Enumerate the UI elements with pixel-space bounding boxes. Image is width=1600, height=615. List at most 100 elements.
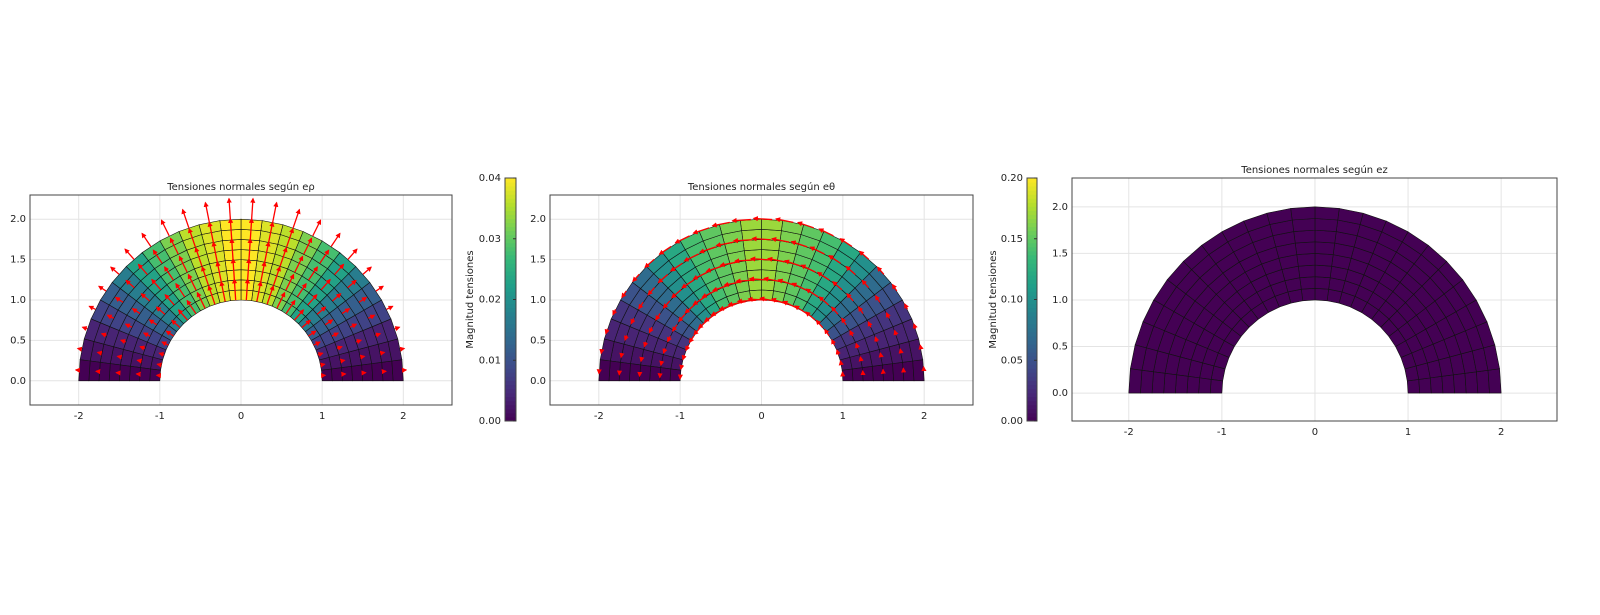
mesh-cell	[1151, 371, 1166, 394]
colorbar-segment	[1027, 283, 1037, 288]
stress-arrow	[88, 305, 96, 311]
x-tick-label: 0	[758, 411, 764, 422]
subplot: Tensiones normales según eρ -2 -1 0 1 2 0.0 0.5…	[10, 173, 517, 427]
mesh-cell	[628, 363, 641, 382]
colorbar-segment	[505, 250, 516, 256]
colorbar-segment	[505, 396, 516, 402]
colorbar-segment	[505, 340, 516, 345]
stress-arrow	[791, 282, 807, 291]
stress-arrow	[152, 249, 163, 264]
stress-arrow	[655, 313, 661, 321]
colorbar-segment	[505, 267, 516, 272]
mesh-cell	[1314, 218, 1339, 232]
mesh-cell	[761, 239, 781, 251]
colorbar-segment	[505, 303, 516, 309]
mesh-cell	[912, 359, 925, 382]
stress-arrow	[226, 197, 232, 220]
colorbar-segment	[505, 319, 516, 325]
stress-arrow	[828, 254, 841, 264]
colorbar-segment	[505, 404, 516, 410]
colorbar-segment	[505, 194, 516, 199]
stress-arrow	[712, 284, 730, 292]
colorbar-segment	[1027, 331, 1037, 337]
stress-arrow	[285, 273, 295, 291]
stress-arrow	[705, 265, 723, 273]
stress-arrow	[256, 280, 263, 302]
stress-arrow	[763, 276, 782, 283]
colorbar-segment	[1027, 267, 1037, 272]
colorbar-segment	[505, 416, 516, 422]
colorbar-segment	[1027, 259, 1037, 264]
stress-arrow	[731, 217, 751, 224]
colorbar-segment	[505, 254, 516, 260]
mesh-cell	[1293, 229, 1316, 244]
colorbar-segment	[1027, 323, 1037, 329]
mesh-cell	[1140, 369, 1154, 394]
mesh-cell	[1290, 206, 1316, 221]
colorbar-segment	[505, 412, 516, 418]
stress-arrow	[268, 221, 275, 243]
mesh-cell	[1175, 374, 1189, 394]
stress-arrow	[186, 299, 197, 314]
stress-arrow	[347, 279, 357, 289]
colorbar-segment	[1027, 372, 1037, 377]
mesh-cell	[1476, 369, 1490, 394]
stress-arrow	[710, 307, 726, 316]
stress-arrow	[736, 298, 757, 304]
y-tick-label: 2.0	[530, 214, 546, 225]
plot-frame	[29, 194, 453, 406]
stress-arrow	[207, 285, 216, 305]
y-tick-label: 0.0	[1052, 388, 1068, 399]
colorbar-segment	[1027, 295, 1037, 300]
stress-arrow	[774, 217, 794, 223]
colorbar-segment	[505, 408, 516, 414]
stress-arrow	[719, 261, 738, 268]
stress-arrow	[815, 319, 824, 328]
stress-arrow	[685, 344, 691, 352]
stress-arrow	[878, 352, 884, 358]
stress-arrow	[336, 345, 343, 351]
colorbar-segment	[1027, 412, 1037, 418]
stress-arrow	[701, 289, 717, 298]
stress-arrow	[885, 312, 891, 319]
stress-arrow	[181, 208, 190, 229]
colorbar-segment	[1027, 190, 1037, 195]
colorbar-tick-label: 0.05	[1001, 355, 1023, 366]
mesh-cell	[351, 364, 364, 382]
stress-arrow	[861, 279, 870, 289]
stress-arrow	[750, 256, 770, 262]
stress-arrow	[362, 266, 372, 275]
colorbar-segment	[1027, 384, 1037, 390]
colorbar-tick-label: 0.02	[479, 295, 501, 306]
stress-arrow	[215, 261, 222, 282]
colorbar-segment	[505, 206, 516, 211]
colorbar-tick-label: 0.03	[479, 234, 501, 245]
mesh-cell	[639, 364, 651, 382]
colorbar-segment	[1027, 178, 1037, 183]
stress-arrow	[732, 238, 753, 244]
colorbar-segment	[505, 275, 516, 280]
mesh-cell	[1297, 264, 1316, 279]
stress-arrow	[644, 258, 655, 268]
colorbar-segment	[505, 246, 516, 252]
colorbar-segment	[1027, 335, 1037, 341]
stress-arrow	[912, 323, 918, 330]
colorbar-segment	[505, 230, 516, 236]
mesh-cell	[841, 368, 854, 382]
stress-arrow	[747, 296, 767, 302]
stress-arrow	[748, 276, 769, 282]
x-tick-label: -2	[74, 411, 84, 422]
stress-arrow	[876, 266, 885, 275]
stress-arrow	[294, 309, 305, 321]
stress-arrow	[96, 350, 103, 356]
mesh-cell	[391, 359, 404, 382]
mesh-cell	[745, 259, 762, 271]
stress-arrow	[838, 359, 844, 366]
stress-arrow	[308, 266, 318, 281]
colorbar-segment	[1027, 348, 1037, 353]
stress-arrow	[845, 265, 856, 275]
stress-arrow	[347, 248, 358, 260]
colorbar-label: Magnitud tensiones	[988, 250, 999, 348]
stress-arrow	[124, 248, 135, 260]
stress-arrow	[244, 278, 251, 301]
